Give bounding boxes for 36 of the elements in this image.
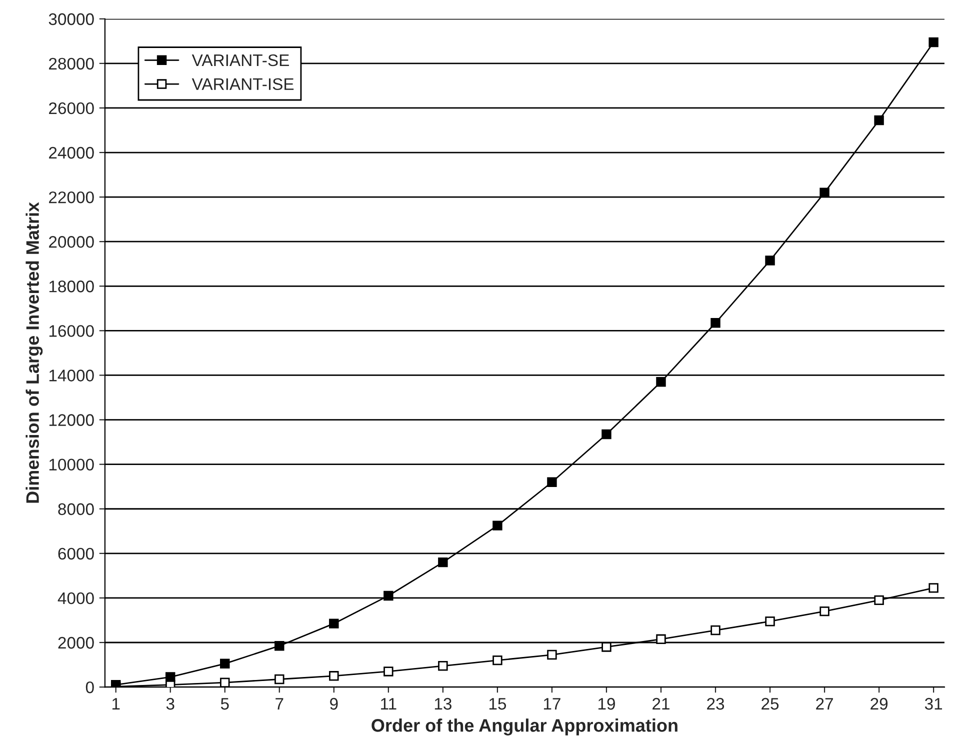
y-tick-label: 26000	[49, 102, 94, 114]
x-tick-label: 17	[544, 698, 560, 710]
x-tick-label: 9	[330, 698, 338, 710]
y-tick-label: 8000	[58, 503, 94, 516]
legend-label: VARIANT-ISE	[192, 78, 294, 90]
y-tick-label: 12000	[49, 414, 94, 426]
x-tick-label: 31	[924, 698, 942, 710]
x-tick-label: 11	[381, 698, 396, 710]
x-tick-label: 3	[166, 698, 174, 710]
x-axis-title: Order of the Angular Approximation	[372, 718, 678, 736]
y-tick-label: 30000	[48, 13, 94, 26]
x-tick-label: 29	[870, 698, 888, 710]
x-tick-label: 21	[652, 698, 670, 710]
x-tick-label: 5	[220, 698, 229, 710]
y-tick-label: 2000	[58, 636, 94, 649]
x-tick-label: 23	[707, 698, 724, 710]
y-tick-label: 24000	[49, 146, 94, 159]
x-tick-label: 13	[434, 698, 452, 710]
x-tick-label: 1	[112, 698, 120, 710]
y-tick-label: 10000	[49, 458, 94, 471]
y-tick-label: 6000	[58, 548, 94, 560]
y-tick-label: 16000	[49, 325, 94, 337]
y-tick-label: 0	[86, 681, 94, 694]
y-tick-label: 14000	[49, 370, 94, 382]
x-tick-label: 19	[598, 698, 615, 710]
y-tick-label: 28000	[49, 58, 94, 70]
x-tick-label: 25	[762, 698, 779, 710]
x-tick-label: 27	[816, 698, 833, 710]
legend-label: VARIANT-SE	[192, 54, 289, 66]
x-tick-label: 7	[276, 698, 284, 710]
y-tick-label: 22000	[49, 191, 94, 204]
y-axis-title: Dimension of Large Inverted Matrix	[26, 202, 43, 503]
y-tick-label: 18000	[49, 280, 94, 292]
x-tick-label: 15	[489, 698, 506, 710]
y-tick-label: 4000	[58, 592, 94, 604]
y-tick-label: 20000	[49, 236, 94, 248]
